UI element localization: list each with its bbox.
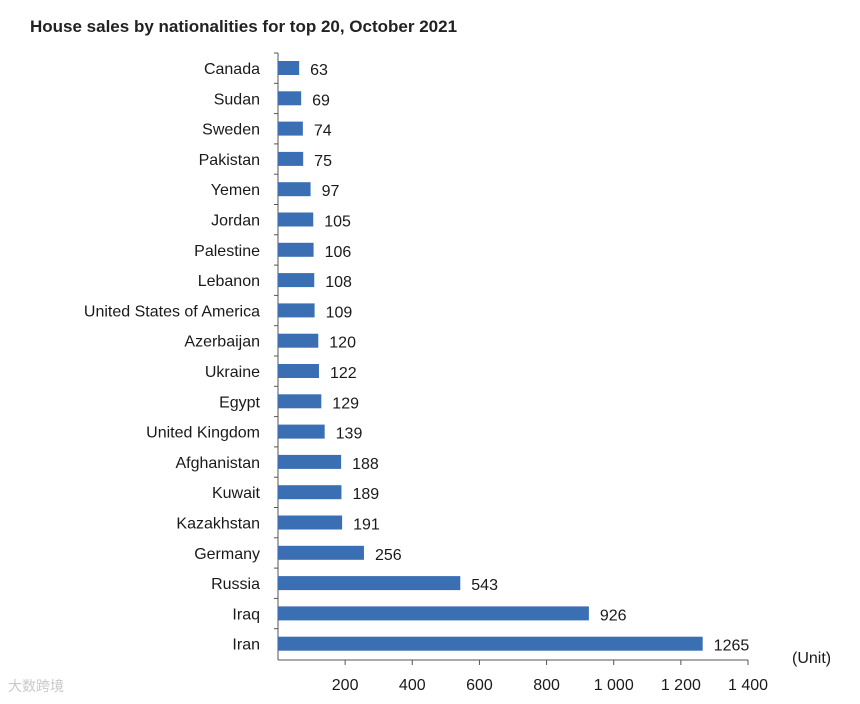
data-label: 189 [352, 486, 379, 503]
category-label: United States of America [84, 303, 260, 320]
category-label: Azerbaijan [184, 334, 260, 351]
bar [278, 212, 314, 227]
category-label: Iran [232, 637, 260, 654]
x-axis-unit-label: (Unit) [792, 650, 831, 667]
category-label: Pakistan [199, 152, 260, 169]
x-tick-label: 1 400 [728, 677, 768, 694]
data-label: 1265 [714, 638, 750, 655]
bar [278, 364, 319, 378]
data-label: 75 [314, 153, 332, 170]
data-label: 105 [324, 214, 351, 231]
data-label: 122 [330, 365, 357, 382]
data-label: 543 [471, 577, 498, 594]
x-tick-label: 800 [533, 677, 560, 694]
bar [278, 91, 302, 106]
data-label: 69 [312, 92, 330, 109]
bar [278, 61, 300, 75]
category-label: Ukraine [205, 364, 260, 381]
bar [278, 636, 703, 651]
category-label: Iraq [232, 606, 260, 623]
bar [278, 182, 311, 197]
data-label: 108 [325, 274, 352, 291]
data-label: 109 [326, 304, 353, 321]
bar [278, 485, 342, 500]
category-label: Canada [204, 61, 260, 78]
bar [278, 151, 304, 166]
bar [278, 333, 319, 348]
bar [278, 394, 322, 409]
x-tick-label: 200 [332, 677, 359, 694]
bar [278, 545, 364, 560]
category-label: Afghanistan [175, 455, 260, 472]
bar [278, 121, 303, 136]
data-label: 191 [353, 517, 380, 534]
bar [278, 576, 461, 591]
category-label: Egypt [219, 394, 260, 411]
bar [278, 454, 342, 469]
bar [278, 273, 315, 288]
watermark-logo: 大数跨境 [8, 678, 64, 694]
data-label: 129 [332, 395, 359, 412]
chart-title: House sales by nationalities for top 20,… [30, 17, 458, 36]
x-tick-label: 600 [466, 677, 493, 694]
data-label: 120 [329, 335, 356, 352]
bar [278, 515, 343, 530]
bar [278, 242, 314, 257]
category-label: Lebanon [198, 273, 260, 290]
bar [278, 424, 325, 439]
data-label: 188 [352, 456, 379, 473]
data-label: 926 [600, 607, 627, 624]
category-label: Jordan [211, 213, 260, 230]
category-label: Russia [211, 576, 260, 593]
x-tick-label: 400 [399, 677, 426, 694]
data-label: 139 [336, 426, 363, 443]
data-label: 74 [314, 123, 332, 140]
category-label: Sweden [202, 122, 260, 139]
data-label: 256 [375, 547, 402, 564]
category-label: United Kingdom [146, 425, 260, 442]
category-label: Sudan [214, 91, 260, 108]
category-label: Kuwait [212, 485, 261, 502]
category-label: Palestine [194, 243, 260, 260]
x-tick-label: 1 000 [594, 677, 634, 694]
data-label: 106 [325, 244, 352, 261]
data-label: 63 [310, 62, 328, 79]
data-label: 97 [322, 183, 340, 200]
bar [278, 303, 315, 318]
category-label: Germany [194, 546, 260, 563]
category-label: Kazakhstan [176, 516, 260, 533]
bar [278, 606, 589, 621]
category-label: Yemen [211, 182, 260, 199]
x-tick-label: 1 200 [661, 677, 701, 694]
